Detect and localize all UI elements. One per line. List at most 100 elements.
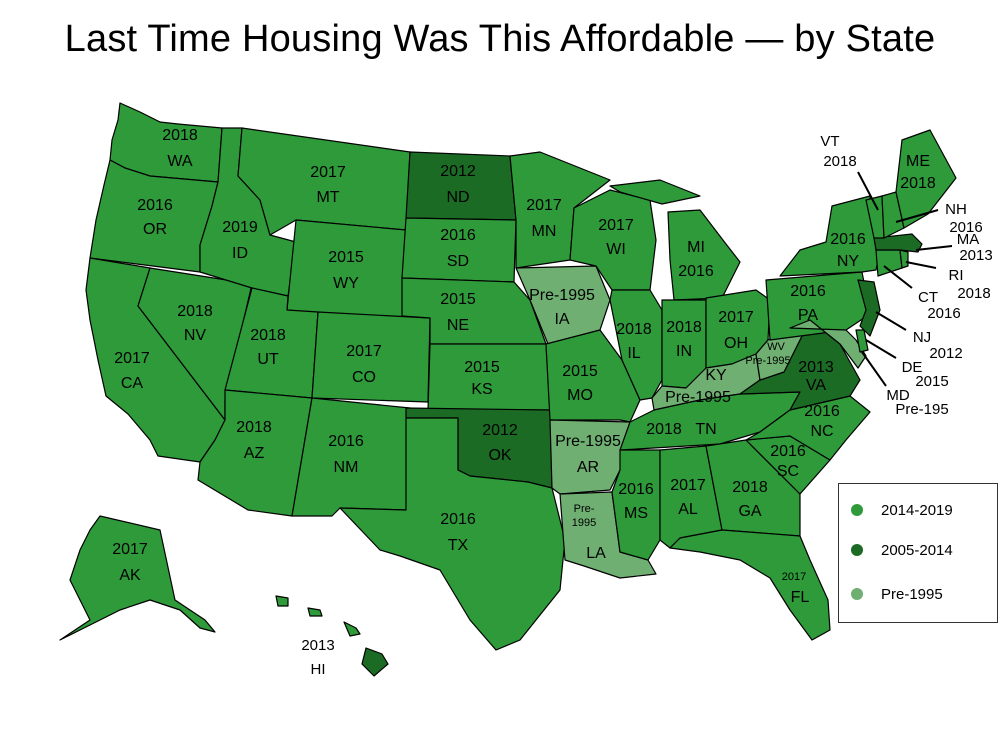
label-NY: NY (837, 253, 860, 270)
label-KS: KS (471, 381, 492, 398)
state-WY[interactable] (286, 219, 407, 323)
label-MO-year: 2015 (562, 363, 598, 380)
state-RI[interactable] (899, 249, 909, 269)
label-SC: SC (777, 463, 799, 480)
label-MA-year: 2013 (959, 247, 992, 264)
label-OH-year: 2017 (718, 309, 754, 326)
state-NM[interactable] (291, 397, 411, 517)
label-KY: KY (705, 367, 727, 384)
state-GA[interactable] (705, 439, 801, 537)
label-SC-year: 2016 (770, 443, 806, 460)
label-OH: OH (724, 335, 748, 352)
label-WV: WV (767, 341, 785, 353)
label-AZ-year: 2018 (236, 419, 272, 436)
label-CO: CO (352, 369, 376, 386)
label-NC: NC (810, 423, 833, 440)
label-TN: TN (695, 421, 716, 438)
label-FL-year: 2017 (782, 571, 806, 583)
label-AL-year: 2017 (670, 477, 706, 494)
label-KY-year: Pre-1995 (665, 389, 731, 406)
label-LA-year-2: 1995 (572, 517, 596, 529)
label-VT: VT (820, 133, 839, 150)
label-NH-year: 2016 (949, 219, 982, 236)
state-TX[interactable] (339, 417, 566, 651)
label-AK-year: 2017 (112, 541, 148, 558)
label-NM-year: 2016 (328, 433, 364, 450)
label-MI-year: 2016 (678, 263, 714, 280)
label-WY: WY (333, 275, 359, 292)
label-AL: AL (678, 501, 698, 518)
legend-label-mid: 2005-2014 (881, 541, 953, 559)
label-MI: MI (687, 239, 705, 256)
label-CO-year: 2017 (346, 343, 382, 360)
label-CA: CA (121, 375, 144, 392)
label-AR-year: Pre-1995 (555, 433, 621, 450)
legend-item-old: Pre-1995 (851, 584, 943, 604)
label-IA-year: Pre-1995 (529, 287, 595, 304)
label-HI: HI (311, 661, 326, 678)
label-ND-year: 2012 (440, 163, 476, 180)
label-VA: VA (806, 377, 826, 394)
callout-lines (857, 171, 953, 387)
label-ND: ND (446, 189, 469, 206)
label-CA-year: 2017 (114, 350, 150, 367)
label-NH: NH (945, 201, 967, 218)
state-ME[interactable] (895, 129, 957, 229)
label-MS-year: 2016 (618, 481, 654, 498)
label-MD: MD (886, 387, 909, 404)
state-DE[interactable] (855, 329, 869, 353)
label-NC-year: 2016 (804, 403, 840, 420)
label-CT: CT (918, 289, 938, 306)
callout-labels: VT 2018 NH 2016 MA 2013 RI 2018 CT 2016 … (112, 133, 992, 678)
label-IL-year: 2018 (616, 321, 652, 338)
state-MI-up[interactable] (609, 179, 701, 205)
state-HI-oahu[interactable] (307, 607, 323, 617)
label-TN-year: 2018 (646, 421, 682, 438)
label-HI-year: 2013 (301, 637, 334, 654)
label-ME-year: 2018 (900, 175, 936, 192)
label-OR: OR (143, 221, 167, 238)
state-KS[interactable] (427, 343, 551, 411)
label-UT-year: 2018 (250, 327, 286, 344)
label-IN: IN (676, 343, 692, 360)
legend-swatch-old (851, 588, 863, 600)
state-FL[interactable] (669, 529, 831, 641)
label-NJ-year: 2012 (929, 345, 962, 362)
label-ID: ID (232, 245, 248, 262)
label-SD: SD (447, 253, 469, 270)
state-MD[interactable] (789, 319, 867, 369)
state-HI-maui[interactable] (343, 621, 361, 637)
label-MN-year: 2017 (526, 197, 562, 214)
state-CT[interactable] (875, 249, 903, 277)
state-MA[interactable] (873, 233, 923, 253)
state-MI[interactable] (667, 209, 741, 301)
label-VA-year: 2013 (798, 359, 834, 376)
label-IA: IA (554, 311, 569, 328)
label-FL: FL (791, 589, 810, 606)
label-NY-year: 2016 (830, 231, 866, 248)
label-OK-year: 2012 (482, 422, 518, 439)
label-PA-year: 2016 (790, 283, 826, 300)
state-NJ[interactable] (857, 279, 881, 337)
legend-swatch-mid (851, 544, 863, 556)
state-HI-big[interactable] (361, 647, 389, 677)
label-ID-year: 2019 (222, 219, 258, 236)
label-GA-year: 2018 (732, 479, 768, 496)
label-KS-year: 2015 (464, 359, 500, 376)
label-WY-year: 2015 (328, 249, 364, 266)
label-IL: IL (627, 345, 640, 362)
label-TX: TX (448, 537, 469, 554)
legend-label-old: Pre-1995 (881, 585, 943, 603)
label-GA: GA (738, 503, 761, 520)
label-NM: NM (334, 459, 359, 476)
label-WV-year: Pre-1995 (745, 355, 790, 367)
label-MS: MS (624, 505, 648, 522)
state-labels: 2018 WA 2016 OR 2017 CA 2018 NV 2019 ID … (114, 127, 936, 606)
state-AK[interactable] (59, 515, 216, 641)
state-HI-kauai[interactable] (275, 595, 289, 607)
label-CT-year: 2016 (927, 305, 960, 322)
label-TX-year: 2016 (440, 511, 476, 528)
label-SD-year: 2016 (440, 227, 476, 244)
label-RI-year: 2018 (957, 285, 990, 302)
label-UT: UT (257, 351, 279, 368)
